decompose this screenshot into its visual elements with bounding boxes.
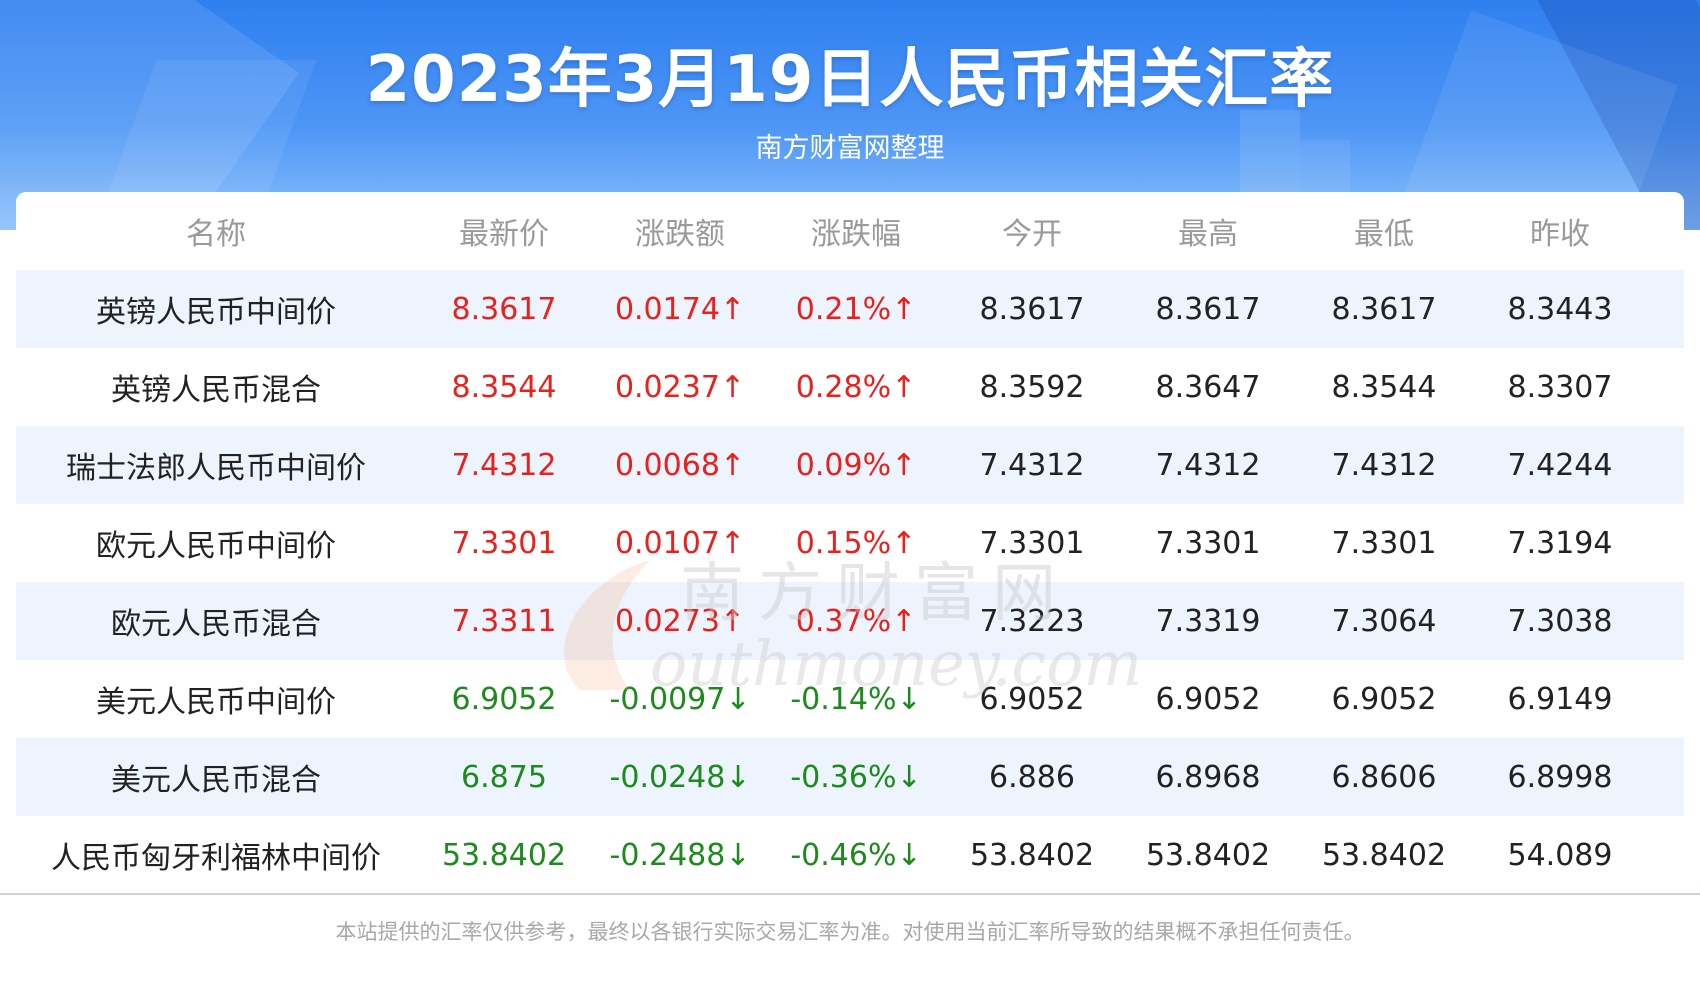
rate-high: 53.8402 bbox=[1145, 837, 1271, 873]
rate-change-pct: -0.46%↓ bbox=[790, 837, 922, 873]
rate-change: 0.0237↑ bbox=[614, 369, 746, 405]
rate-name: 人民币匈牙利福林中间价 bbox=[51, 841, 381, 876]
rate-open: 7.4312 bbox=[979, 447, 1085, 483]
rate-latest: 6.875 bbox=[461, 759, 547, 795]
table-row: 欧元人民币中间价 7.3301 0.0107↑ 0.15%↑ 7.3301 7.… bbox=[16, 504, 1684, 582]
rate-low: 7.3064 bbox=[1331, 603, 1437, 639]
rate-latest: 7.4312 bbox=[451, 447, 557, 483]
rate-low: 53.8402 bbox=[1321, 837, 1447, 873]
rate-name: 欧元人民币中间价 bbox=[96, 529, 336, 564]
table-row: 英镑人民币中间价 8.3617 0.0174↑ 0.21%↑ 8.3617 8.… bbox=[16, 270, 1684, 348]
rate-prev-close: 8.3307 bbox=[1507, 369, 1613, 405]
rate-change-pct: 0.28%↑ bbox=[795, 369, 917, 405]
rate-low: 6.8606 bbox=[1331, 759, 1437, 795]
rate-prev-close: 8.3443 bbox=[1507, 291, 1613, 327]
rate-name: 英镑人民币混合 bbox=[111, 373, 321, 408]
rate-change: -0.0097↓ bbox=[609, 681, 751, 717]
rate-low: 8.3544 bbox=[1331, 369, 1437, 405]
rate-open: 8.3592 bbox=[979, 369, 1085, 405]
rate-change-pct: -0.14%↓ bbox=[790, 681, 922, 717]
rate-name: 欧元人民币混合 bbox=[111, 607, 321, 642]
rate-change-pct: 0.37%↑ bbox=[795, 603, 917, 639]
column-header-low: 最低 bbox=[1354, 217, 1414, 252]
rate-latest: 8.3617 bbox=[451, 291, 557, 327]
rate-high: 6.8968 bbox=[1155, 759, 1261, 795]
rate-latest: 7.3311 bbox=[451, 603, 557, 639]
rate-change: 0.0273↑ bbox=[614, 603, 746, 639]
rate-prev-close: 7.3038 bbox=[1507, 603, 1613, 639]
table-row: 美元人民币混合 6.875 -0.0248↓ -0.36%↓ 6.886 6.8… bbox=[16, 738, 1684, 816]
table-header: 名称 最新价 涨跌额 涨跌幅 今开 最高 最低 昨收 bbox=[16, 192, 1684, 270]
divider bbox=[0, 893, 1700, 895]
column-header-name: 名称 bbox=[186, 217, 246, 252]
rate-low: 7.3301 bbox=[1331, 525, 1437, 561]
rate-name: 英镑人民币中间价 bbox=[96, 295, 336, 330]
rate-open: 6.9052 bbox=[979, 681, 1085, 717]
table-row: 人民币匈牙利福林中间价 53.8402 -0.2488↓ -0.46%↓ 53.… bbox=[16, 816, 1684, 894]
rate-change-pct: 0.15%↑ bbox=[795, 525, 917, 561]
column-header-prev-close: 昨收 bbox=[1530, 217, 1590, 252]
rate-prev-close: 7.4244 bbox=[1507, 447, 1613, 483]
rate-prev-close: 7.3194 bbox=[1507, 525, 1613, 561]
table-row: 美元人民币中间价 6.9052 -0.0097↓ -0.14%↓ 6.9052 … bbox=[16, 660, 1684, 738]
rate-high: 6.9052 bbox=[1155, 681, 1261, 717]
rate-change-pct: 0.21%↑ bbox=[795, 291, 917, 327]
rate-change: 0.0068↑ bbox=[614, 447, 746, 483]
rate-name: 美元人民币中间价 bbox=[96, 685, 336, 720]
column-header-latest: 最新价 bbox=[459, 217, 549, 252]
rate-high: 8.3647 bbox=[1155, 369, 1261, 405]
rate-change: -0.2488↓ bbox=[609, 837, 751, 873]
rate-open: 53.8402 bbox=[969, 837, 1095, 873]
banner-decoration bbox=[1240, 110, 1300, 200]
rate-high: 7.3319 bbox=[1155, 603, 1261, 639]
rate-low: 7.4312 bbox=[1331, 447, 1437, 483]
table-row: 英镑人民币混合 8.3544 0.0237↑ 0.28%↑ 8.3592 8.3… bbox=[16, 348, 1684, 426]
rate-change: 0.0107↑ bbox=[614, 525, 746, 561]
rate-latest: 6.9052 bbox=[451, 681, 557, 717]
rate-open: 6.886 bbox=[989, 759, 1075, 795]
table-row: 欧元人民币混合 7.3311 0.0273↑ 0.37%↑ 7.3223 7.3… bbox=[16, 582, 1684, 660]
rate-open: 7.3223 bbox=[979, 603, 1085, 639]
column-header-change: 涨跌额 bbox=[635, 217, 725, 252]
rate-change: 0.0174↑ bbox=[614, 291, 746, 327]
rate-high: 8.3617 bbox=[1155, 291, 1261, 327]
rate-open: 8.3617 bbox=[979, 291, 1085, 327]
rate-low: 6.9052 bbox=[1331, 681, 1437, 717]
rate-table: 名称 最新价 涨跌额 涨跌幅 今开 最高 最低 昨收 英镑人民币中间价 8.36… bbox=[16, 192, 1684, 912]
rate-name: 美元人民币混合 bbox=[111, 763, 321, 798]
rate-prev-close: 54.089 bbox=[1507, 837, 1613, 873]
page-subtitle: 南方财富网整理 bbox=[755, 133, 945, 164]
disclaimer-text: 本站提供的汇率仅供参考，最终以各银行实际交易汇率为准。对使用当前汇率所导致的结果… bbox=[335, 920, 1365, 944]
rate-change-pct: 0.09%↑ bbox=[795, 447, 917, 483]
column-header-high: 最高 bbox=[1178, 217, 1238, 252]
rate-latest: 7.3301 bbox=[451, 525, 557, 561]
rate-latest: 53.8402 bbox=[441, 837, 567, 873]
page-title: 2023年3月19日人民币相关汇率 bbox=[365, 43, 1335, 117]
rate-low: 8.3617 bbox=[1331, 291, 1437, 327]
rate-prev-close: 6.9149 bbox=[1507, 681, 1613, 717]
rate-latest: 8.3544 bbox=[451, 369, 557, 405]
rate-high: 7.3301 bbox=[1155, 525, 1261, 561]
column-header-change-pct: 涨跌幅 bbox=[811, 217, 901, 252]
header-banner: 2023年3月19日人民币相关汇率 南方财富网整理 bbox=[0, 0, 1700, 230]
rate-high: 7.4312 bbox=[1155, 447, 1261, 483]
rate-change: -0.0248↓ bbox=[609, 759, 751, 795]
column-header-open: 今开 bbox=[1002, 217, 1062, 252]
rate-name: 瑞士法郎人民币中间价 bbox=[66, 451, 366, 486]
rate-open: 7.3301 bbox=[979, 525, 1085, 561]
rate-change-pct: -0.36%↓ bbox=[790, 759, 922, 795]
rate-prev-close: 6.8998 bbox=[1507, 759, 1613, 795]
table-row: 瑞士法郎人民币中间价 7.4312 0.0068↑ 0.09%↑ 7.4312 … bbox=[16, 426, 1684, 504]
